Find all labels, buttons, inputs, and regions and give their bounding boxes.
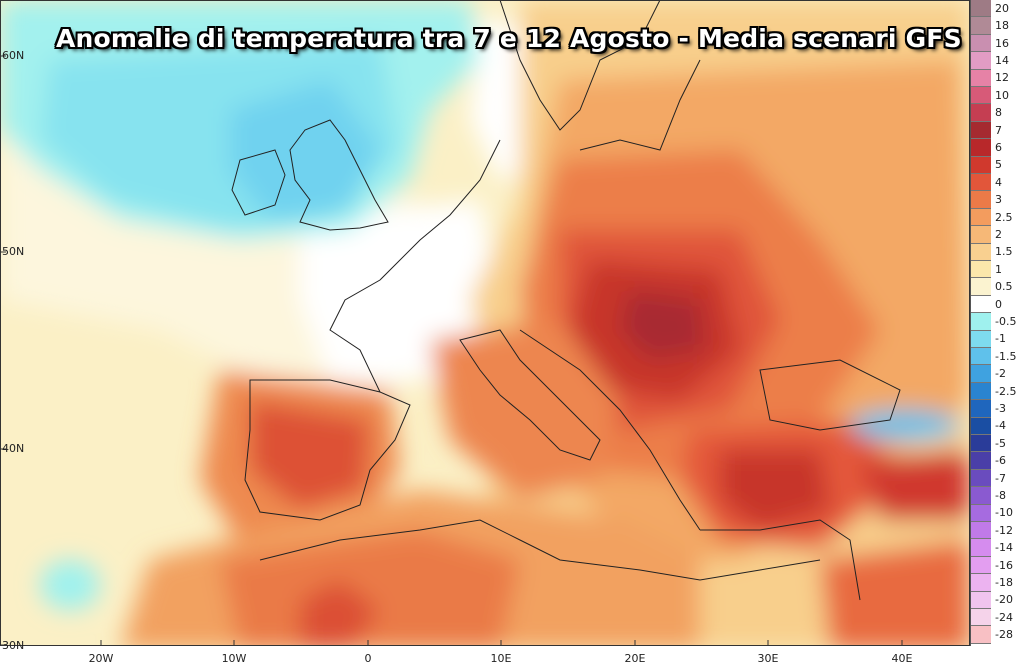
- legend-swatch: [971, 34, 991, 53]
- legend-swatch: [971, 174, 991, 192]
- color-legend: [970, 0, 991, 646]
- lat-label-50n: 50N: [2, 245, 25, 258]
- legend-swatch: [971, 452, 991, 470]
- legend-label: 12: [995, 71, 1009, 85]
- legend-swatch: [971, 469, 991, 488]
- legend-swatch: [971, 139, 991, 157]
- legend-label: -18: [995, 575, 1013, 589]
- legend-label: 3: [995, 193, 1002, 207]
- legend-swatch: [971, 313, 991, 331]
- legend-swatch: [971, 591, 991, 609]
- legend-swatch: [971, 208, 991, 227]
- legend-label: -6: [995, 454, 1006, 468]
- legend-label: -20: [995, 593, 1013, 607]
- legend-label: 8: [995, 106, 1002, 120]
- legend-label: -8: [995, 488, 1006, 502]
- legend-swatch: [971, 504, 991, 522]
- coastlines: [231, 0, 901, 601]
- legend-label: -7: [995, 471, 1006, 485]
- anomaly-field-shading: [0, 0, 970, 646]
- legend-label: -5: [995, 436, 1006, 450]
- legend-label: 2.5: [995, 210, 1013, 224]
- legend-label: -10: [995, 506, 1013, 520]
- legend-label: 4: [995, 175, 1002, 189]
- legend-swatch: [971, 382, 991, 401]
- legend-label: -4: [995, 419, 1006, 433]
- map-title: Anomalie di temperatura tra 7 e 12 Agost…: [56, 24, 962, 53]
- legend-label: -1.5: [995, 349, 1017, 363]
- legend-label: 5: [995, 158, 1002, 172]
- legend-swatch: [971, 243, 991, 261]
- legend-swatch: [971, 539, 991, 557]
- legend-label: 20: [995, 1, 1009, 15]
- legend-label: -12: [995, 523, 1013, 537]
- legend-swatch: [971, 17, 991, 35]
- legend-swatch: [971, 609, 991, 627]
- legend-swatch: [971, 87, 991, 105]
- legend-swatch: [971, 417, 991, 435]
- legend-swatch: [971, 0, 991, 18]
- lon-label-20w: 20W: [88, 652, 114, 665]
- lon-label-0: 0: [364, 652, 372, 665]
- legend-swatch: [971, 487, 991, 505]
- legend-label: -3: [995, 401, 1006, 415]
- legend-label: 14: [995, 53, 1009, 67]
- lat-label-60n: 60N: [2, 49, 25, 62]
- legend-swatch: [971, 191, 991, 209]
- legend-label: 16: [995, 36, 1009, 50]
- lon-label-10e: 10E: [490, 652, 512, 665]
- legend-swatch: [971, 52, 991, 70]
- legend-label: -24: [995, 610, 1013, 624]
- anomaly-map: [0, 0, 970, 646]
- legend-label: -2: [995, 367, 1006, 381]
- map-frame: [0, 0, 970, 646]
- legend-swatch: [971, 156, 991, 174]
- legend-swatch: [971, 365, 991, 383]
- legend-swatch: [971, 400, 991, 418]
- legend-label: 6: [995, 140, 1002, 154]
- legend-label: -14: [995, 541, 1013, 555]
- legend-label: -0.5: [995, 314, 1017, 328]
- legend-swatch: [971, 261, 991, 279]
- legend-swatch: [971, 626, 991, 644]
- legend-swatch: [971, 104, 991, 122]
- lon-label-30e: 30E: [757, 652, 779, 665]
- legend-swatch: [971, 69, 991, 87]
- lon-label-20e: 20E: [624, 652, 646, 665]
- legend-label: 0.5: [995, 280, 1013, 294]
- legend-label: -2.5: [995, 384, 1017, 398]
- legend-swatch: [971, 574, 991, 592]
- legend-label: -28: [995, 628, 1013, 642]
- legend-label: 1.5: [995, 245, 1013, 259]
- legend-swatch: [971, 556, 991, 575]
- legend-swatch: [971, 278, 991, 296]
- legend-swatch: [971, 295, 991, 314]
- legend-label: 10: [995, 88, 1009, 102]
- legend-label: -1: [995, 332, 1006, 346]
- legend-swatch: [971, 330, 991, 348]
- lat-label-40n: 40N: [2, 442, 25, 455]
- legend-swatch: [971, 348, 991, 366]
- lon-label-40e: 40E: [891, 652, 913, 665]
- lat-label-30n: 30N: [2, 639, 25, 652]
- legend-swatch: [971, 435, 991, 453]
- legend-label: 0: [995, 297, 1002, 311]
- lon-label-10w: 10W: [221, 652, 247, 665]
- legend-swatch: [971, 522, 991, 540]
- legend-label: -16: [995, 558, 1013, 572]
- legend-label: 18: [995, 19, 1009, 33]
- legend-swatch: [971, 226, 991, 244]
- legend-label: 7: [995, 123, 1002, 137]
- legend-label: 2: [995, 227, 1002, 241]
- legend-label: 1: [995, 262, 1002, 276]
- legend-swatch: [971, 121, 991, 140]
